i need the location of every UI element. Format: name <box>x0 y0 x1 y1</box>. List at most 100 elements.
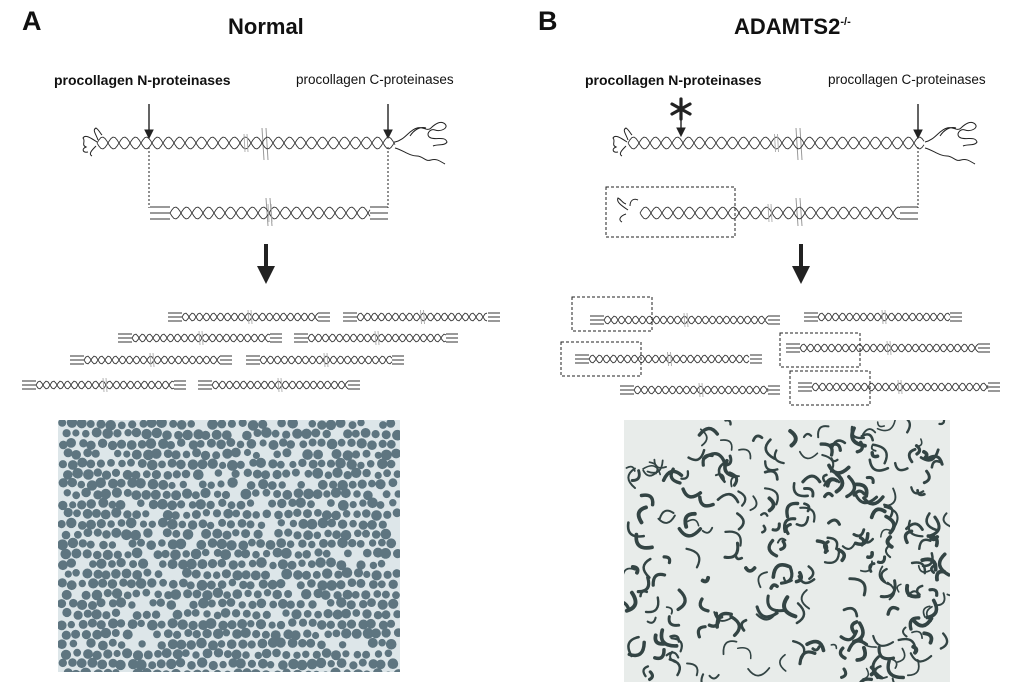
fibril-cross-section <box>67 537 79 549</box>
fibril-cross-section <box>261 427 272 438</box>
fibril-cross-section <box>343 471 352 480</box>
fibril-cross-section <box>274 528 283 538</box>
fibril-cross-section <box>137 440 147 449</box>
fibril-cross-section <box>274 670 281 672</box>
fibril-cross-section <box>252 469 262 479</box>
fibril-cross-section <box>102 549 113 561</box>
fibril-cross-section <box>262 509 272 519</box>
fibril-cross-section <box>312 631 320 640</box>
fibril-cross-section <box>287 638 298 648</box>
fibril-cross-section <box>312 650 321 659</box>
fibril-cross-section <box>376 501 385 509</box>
fibril-cross-section <box>271 429 280 438</box>
fibril-irregular-section <box>902 626 908 638</box>
telopeptide <box>900 206 918 220</box>
fibril-cross-section <box>219 461 227 469</box>
fibril-cross-section <box>317 640 326 650</box>
fibril-cross-section <box>171 511 180 520</box>
fibril-cross-section <box>135 659 147 671</box>
fibril-cross-section <box>74 530 82 539</box>
fibril-cross-section <box>256 539 265 548</box>
fibril-cross-section <box>363 670 371 672</box>
helix-break-mark <box>767 203 773 223</box>
fibril-cross-section <box>177 500 186 509</box>
fibril-cross-section <box>336 597 347 608</box>
fibril-cross-section <box>359 499 367 507</box>
fibril-irregular-section <box>779 539 787 551</box>
fibril-irregular-section <box>840 667 848 679</box>
fibril-cross-section <box>247 640 256 649</box>
fibril-irregular-section <box>722 640 738 656</box>
fibril-cross-section <box>313 670 320 672</box>
fibril-cross-section <box>196 440 205 448</box>
fibril-cross-section <box>96 620 106 630</box>
fibril-cross-section <box>96 519 106 529</box>
fibril-cross-section <box>298 638 307 648</box>
fibril-cross-section <box>268 440 279 450</box>
fibril-cross-section <box>255 457 266 468</box>
fibril-cross-section <box>128 659 139 670</box>
fibril-cross-section <box>211 429 222 440</box>
fibril-cross-section <box>304 469 313 478</box>
fibril-cross-section <box>67 620 76 629</box>
fibril-irregular-section <box>909 652 933 663</box>
fibril-cross-section <box>284 509 293 519</box>
fibril-cross-section <box>383 469 391 478</box>
fibril-irregular-section <box>782 517 797 534</box>
fibril-cross-section <box>241 570 251 580</box>
fibril-cross-section <box>246 581 255 590</box>
fibril-cross-section <box>95 477 106 489</box>
fibril-cross-section <box>272 589 283 600</box>
fibril-irregular-section <box>854 492 879 505</box>
fibril-cross-section <box>207 559 218 569</box>
fibril-cross-section <box>243 448 252 457</box>
fibril-cross-section <box>181 469 191 479</box>
fibril-cross-section <box>78 579 87 588</box>
fibril-cross-section <box>282 489 293 500</box>
fibril-cross-section <box>58 520 66 529</box>
fibril-irregular-section <box>788 429 798 448</box>
fibril-cross-section <box>121 529 132 541</box>
fibril-cross-section <box>176 639 187 650</box>
fibril-cross-section <box>218 598 227 608</box>
fibril-cross-section <box>298 458 307 468</box>
fibril-cross-section <box>143 449 154 461</box>
fibril-cross-section <box>386 459 396 469</box>
fibril-irregular-section <box>724 530 742 547</box>
fibril-cross-section <box>356 578 366 588</box>
fibril-cross-section <box>324 529 332 538</box>
fibril-cross-section <box>362 529 370 538</box>
fibril-cross-section <box>317 580 328 591</box>
fibril-cross-section <box>77 480 86 489</box>
fibril-cross-section <box>131 449 142 460</box>
fibril-cross-section <box>232 629 243 639</box>
fibril-cross-section <box>218 620 228 631</box>
fibril-cross-section <box>367 440 377 451</box>
fibril-cross-section <box>158 517 168 528</box>
telopeptide <box>798 382 1000 392</box>
fibril-irregular-section <box>707 617 721 628</box>
fibril-cross-section <box>172 609 183 620</box>
fibril-cross-section <box>111 569 121 579</box>
fibril-cross-section <box>202 590 213 601</box>
collagen-triple-helix <box>633 385 769 395</box>
fibril-cross-section <box>308 540 316 549</box>
fibril-cross-section <box>326 438 338 450</box>
fibril-cross-section <box>268 459 278 469</box>
fibril-cross-section <box>122 629 133 640</box>
fibril-cross-section <box>301 428 312 439</box>
fibril-cross-section <box>212 528 223 539</box>
fibril-cross-section <box>242 609 251 618</box>
fibril-cross-section <box>100 488 112 500</box>
fibril-cross-section <box>392 508 400 518</box>
fibril-cross-section <box>334 570 343 579</box>
fibril-cross-section <box>96 558 107 569</box>
fibril-irregular-section <box>805 639 826 653</box>
fibril-cross-section <box>71 548 82 559</box>
fibril-cross-section <box>312 489 323 500</box>
telopeptide <box>150 206 388 220</box>
fibril-cross-section <box>108 638 117 647</box>
fibril-cross-section <box>113 429 122 438</box>
fibril-irregular-section <box>662 555 672 565</box>
fibril-cross-section <box>247 620 255 628</box>
